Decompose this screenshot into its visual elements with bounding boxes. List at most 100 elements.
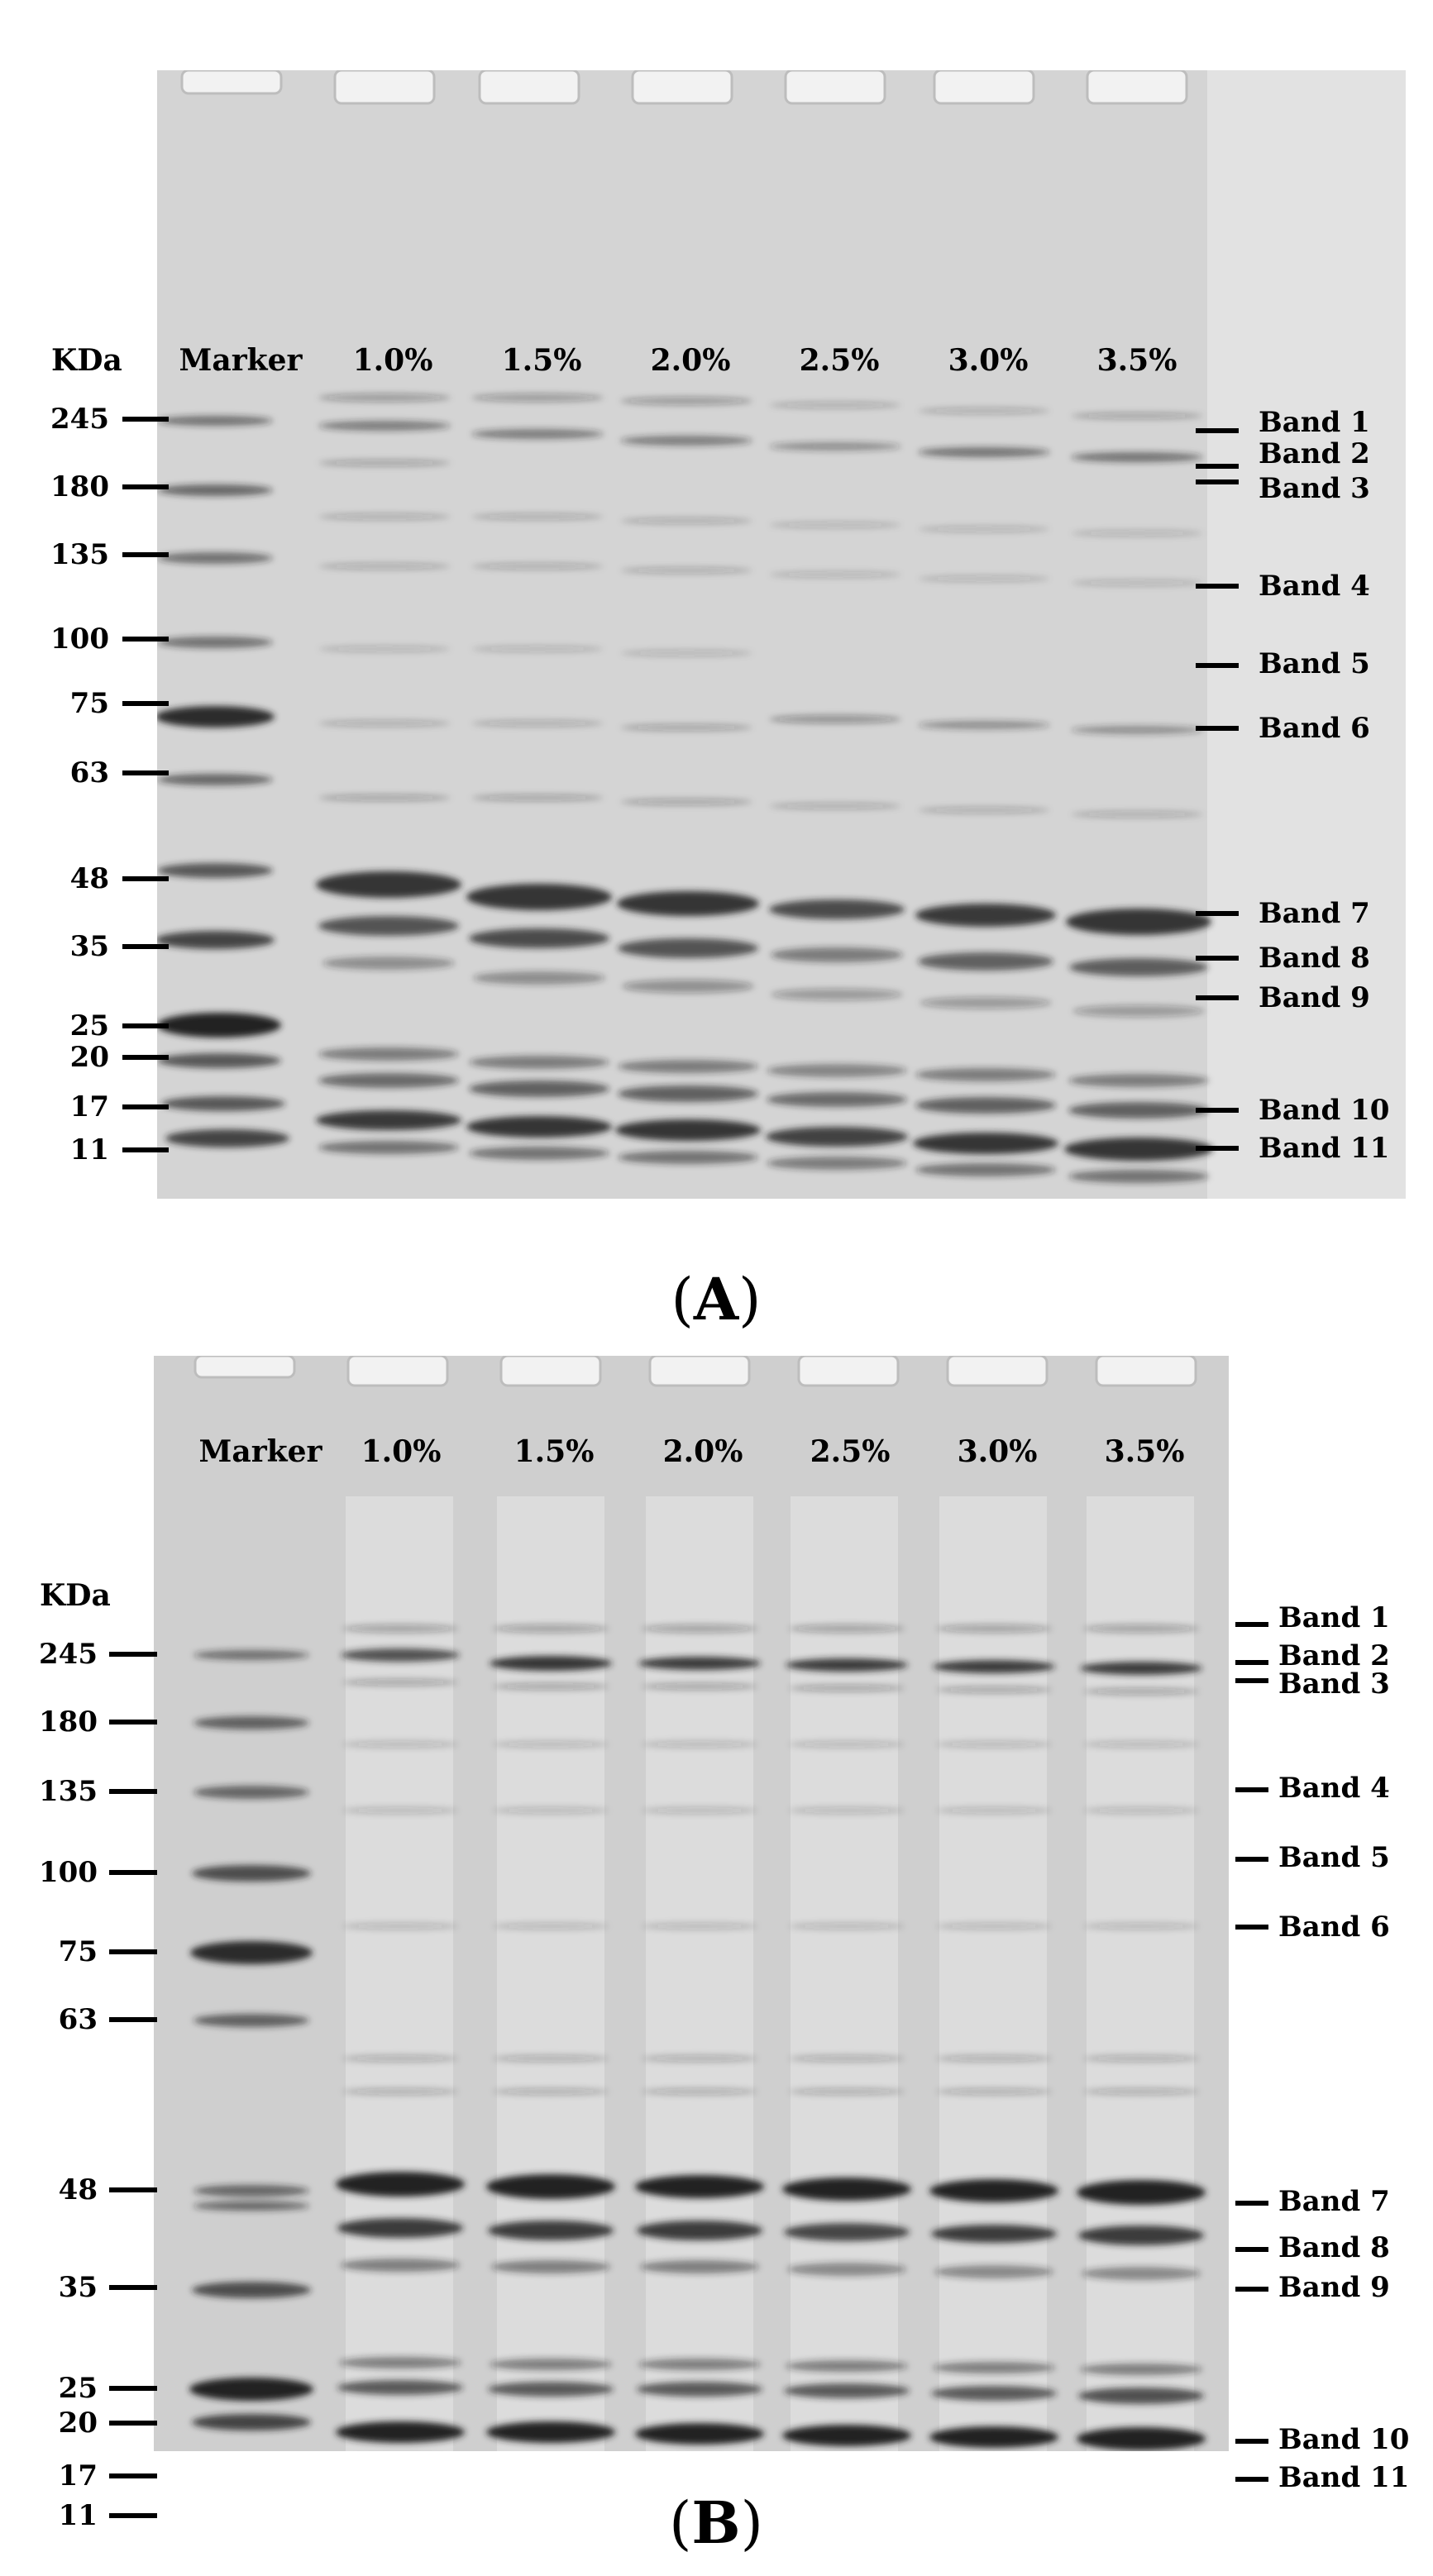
gel-image-a <box>157 70 1406 1199</box>
band-label-2-a: Band 2 <box>1259 437 1370 470</box>
band-tick-5-b <box>1235 1857 1268 1862</box>
caption-open-b: ( <box>669 2489 692 2557</box>
mw-marker-100-b: 100 <box>39 1856 98 1889</box>
lane-label-3-0-a: 3.0% <box>948 343 1029 378</box>
band-label-6-b: Band 6 <box>1278 1911 1390 1944</box>
mw-marker-11-b: 11 <box>58 2499 98 2532</box>
band-tick-2-b <box>1235 1660 1268 1665</box>
band-tick-6-a <box>1196 726 1239 731</box>
caption-close-a: ) <box>738 1266 762 1333</box>
mw-marker-180-a: 180 <box>50 470 109 503</box>
mw-tick-25-b <box>109 2386 157 2391</box>
band-label-3-b: Band 3 <box>1278 1667 1390 1701</box>
mw-marker-48-b: 48 <box>58 2173 98 2206</box>
mw-tick-11-b <box>109 2513 157 2518</box>
mw-tick-48-b <box>109 2187 157 2192</box>
lane-label-2-0-a: 2.0% <box>650 343 731 378</box>
band-tick-9-b <box>1235 2287 1268 2292</box>
unit-label-a: KDa <box>51 343 122 378</box>
mw-marker-48-a: 48 <box>69 862 109 895</box>
mw-marker-245-b: 245 <box>39 1638 98 1671</box>
mw-marker-35-b: 35 <box>58 2271 98 2304</box>
lane-label-1-0-a: 1.0% <box>352 343 433 378</box>
mw-tick-63-a <box>122 770 169 775</box>
band-tick-3-a <box>1196 479 1239 484</box>
mw-tick-180-a <box>122 484 169 489</box>
mw-marker-35-a: 35 <box>69 930 109 963</box>
mw-marker-245-a: 245 <box>50 403 109 436</box>
band-tick-11-a <box>1196 1146 1239 1151</box>
caption-open-a: ( <box>671 1266 694 1333</box>
mw-tick-135-a <box>122 552 169 557</box>
mw-tick-63-b <box>109 2017 157 2022</box>
mw-tick-48-a <box>122 876 169 881</box>
band-label-4-b: Band 4 <box>1278 1772 1390 1805</box>
lane-label-2-5-b: 2.5% <box>810 1434 891 1469</box>
mw-tick-245-b <box>109 1652 157 1657</box>
lane-label-1-5-a: 1.5% <box>501 343 582 378</box>
mw-marker-63-b: 63 <box>58 2003 98 2036</box>
mw-tick-245-a <box>122 417 169 422</box>
lane-label-marker-a: Marker <box>179 343 303 378</box>
unit-label-b: KDa <box>40 1578 111 1613</box>
lane-label-2-0-b: 2.0% <box>662 1434 743 1469</box>
mw-marker-17-b: 17 <box>58 2459 98 2493</box>
band-tick-11-b <box>1235 2477 1268 2482</box>
band-label-11-b: Band 11 <box>1278 2461 1410 2494</box>
mw-marker-135-b: 135 <box>39 1775 98 1808</box>
lane-label-3-0-b: 3.0% <box>957 1434 1038 1469</box>
band-label-10-b: Band 10 <box>1278 2423 1410 2456</box>
mw-marker-100-a: 100 <box>50 623 109 656</box>
band-tick-1-b <box>1235 1622 1268 1627</box>
band-tick-3-b <box>1235 1678 1268 1683</box>
lane-label-marker-b: Marker <box>198 1434 322 1469</box>
mw-marker-180-b: 180 <box>39 1705 98 1739</box>
mw-tick-75-a <box>122 701 169 706</box>
mw-marker-25-a: 25 <box>69 1009 109 1042</box>
band-label-1-b: Band 1 <box>1278 1601 1390 1634</box>
caption-letter-a: A <box>693 1265 739 1333</box>
lane-label-3-5-a: 3.5% <box>1096 343 1177 378</box>
mw-tick-11-a <box>122 1147 169 1152</box>
lane-label-1-0-b: 1.0% <box>361 1434 442 1469</box>
mw-marker-75-b: 75 <box>58 1935 98 1968</box>
band-label-3-a: Band 3 <box>1259 472 1370 505</box>
band-label-8-b: Band 8 <box>1278 2231 1390 2264</box>
caption-letter-b: B <box>691 2488 741 2557</box>
mw-tick-17-b <box>109 2473 157 2478</box>
lane-label-3-5-b: 3.5% <box>1104 1434 1185 1469</box>
band-tick-2-a <box>1196 464 1239 469</box>
mw-tick-20-b <box>109 2421 157 2426</box>
band-label-5-b: Band 5 <box>1278 1841 1390 1874</box>
band-tick-8-b <box>1235 2247 1268 2252</box>
mw-tick-20-a <box>122 1055 169 1060</box>
band-tick-5-a <box>1196 663 1239 668</box>
band-tick-9-a <box>1196 995 1239 1000</box>
mw-tick-35-b <box>109 2285 157 2290</box>
mw-marker-135-a: 135 <box>50 538 109 571</box>
band-tick-1-a <box>1196 428 1239 433</box>
band-label-7-b: Band 7 <box>1278 2185 1390 2218</box>
band-tick-6-b <box>1235 1925 1268 1930</box>
caption-close-b: ) <box>740 2489 763 2557</box>
mw-marker-17-a: 17 <box>69 1090 109 1123</box>
band-label-4-a: Band 4 <box>1259 570 1370 603</box>
mw-marker-11-a: 11 <box>69 1133 109 1166</box>
mw-marker-20-a: 20 <box>69 1041 109 1074</box>
lane-label-1-5-b: 1.5% <box>513 1434 595 1469</box>
mw-tick-17-a <box>122 1104 169 1109</box>
band-tick-7-b <box>1235 2201 1268 2206</box>
band-tick-4-a <box>1196 584 1239 589</box>
band-label-11-a: Band 11 <box>1259 1132 1390 1165</box>
band-label-10-a: Band 10 <box>1259 1094 1390 1127</box>
gel-svg-a <box>157 70 1406 1199</box>
mw-marker-25-b: 25 <box>58 2372 98 2405</box>
band-tick-10-b <box>1235 2439 1268 2444</box>
band-label-7-a: Band 7 <box>1259 897 1370 930</box>
mw-tick-75-b <box>109 1949 157 1954</box>
band-label-9-b: Band 9 <box>1278 2271 1390 2304</box>
mw-tick-100-b <box>109 1870 157 1875</box>
band-label-9-a: Band 9 <box>1259 981 1370 1014</box>
band-label-2-b: Band 2 <box>1278 1639 1390 1672</box>
